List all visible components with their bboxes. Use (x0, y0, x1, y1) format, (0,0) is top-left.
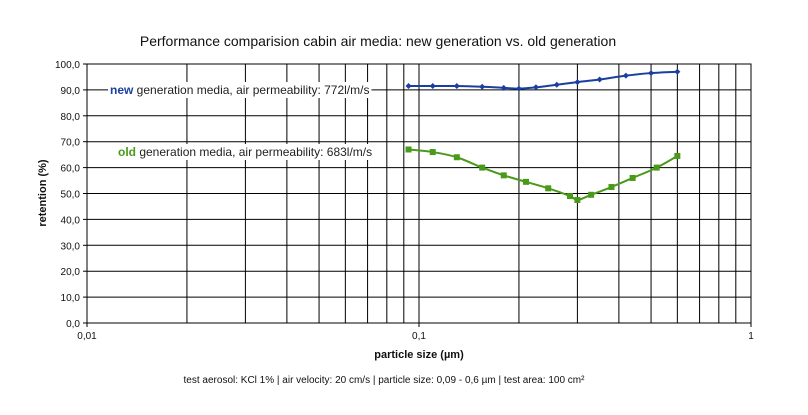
y-axis: 0,0 10,0 20,0 30,0 40,0 50,0 60,0 70,0 80,0 90,0 1… (55, 60, 87, 330)
data-point (653, 164, 660, 171)
data-point (453, 154, 460, 161)
data-point (588, 191, 595, 198)
series-line (408, 70, 678, 90)
legend-entry-text: generation media, air permeability: 772l… (133, 83, 369, 97)
y-axis-label: retention (%) (37, 159, 49, 227)
legend-entry: new generation media, air permeability: … (110, 83, 369, 97)
legend-entry-bold: old (118, 145, 136, 159)
data-point (596, 76, 603, 83)
data-point (545, 185, 552, 192)
legend-entry-background (108, 82, 372, 98)
legend-entry-text: generation media, air permeability: 683l… (136, 145, 372, 159)
data-point (629, 174, 636, 181)
data-point (429, 83, 436, 90)
data-point (479, 83, 486, 90)
data-point (522, 178, 529, 185)
legend-entry-background (116, 144, 375, 160)
y-tick-label: 20,0 (61, 267, 81, 278)
x-tick-label: 1 (748, 331, 754, 342)
legend-entry: old generation media, air permeability: … (118, 145, 372, 159)
grid (87, 64, 751, 323)
data-point (532, 84, 539, 91)
data-point (674, 68, 681, 75)
y-tick-label: 0,0 (66, 319, 80, 330)
data-point (608, 184, 615, 191)
legend-entry-bold: new (110, 83, 134, 97)
y-tick-label: 30,0 (61, 241, 81, 252)
footnote: test aerosol: KCl 1% | air velocity: 20 … (184, 375, 586, 386)
x-axis-label: particle size (µm) (374, 349, 464, 361)
data-point (405, 146, 412, 153)
data-point (500, 172, 507, 179)
y-tick-label: 60,0 (61, 164, 81, 175)
data-point (574, 79, 581, 86)
series-old (405, 146, 681, 203)
data-point (674, 152, 681, 159)
data-point (515, 85, 522, 92)
data-point (429, 149, 436, 156)
legend: new generation media, air permeability: … (108, 82, 375, 160)
y-tick-label: 10,0 (61, 293, 81, 304)
y-tick-label: 50,0 (61, 190, 81, 201)
y-tick-label: 80,0 (61, 112, 81, 123)
series-line (408, 148, 678, 201)
x-tick-label: 0,01 (77, 331, 97, 342)
data-point (553, 81, 560, 88)
data-point (574, 196, 581, 203)
y-tick-label: 70,0 (61, 138, 81, 149)
data-point (648, 70, 655, 77)
y-tick-label: 40,0 (61, 215, 81, 226)
data-point (500, 84, 507, 91)
data-point (479, 164, 486, 171)
series-group (405, 68, 681, 203)
data-point (453, 83, 460, 90)
x-axis: 0,01 0,1 1 (77, 323, 754, 342)
data-point (622, 72, 629, 79)
data-point (405, 83, 412, 90)
y-tick-label: 90,0 (61, 86, 81, 97)
series-new (405, 68, 681, 92)
x-tick-label: 0,1 (412, 331, 426, 342)
y-tick-label: 100,0 (55, 60, 80, 71)
data-point (567, 193, 574, 200)
chart-title: Performance comparision cabin air media:… (140, 33, 616, 49)
